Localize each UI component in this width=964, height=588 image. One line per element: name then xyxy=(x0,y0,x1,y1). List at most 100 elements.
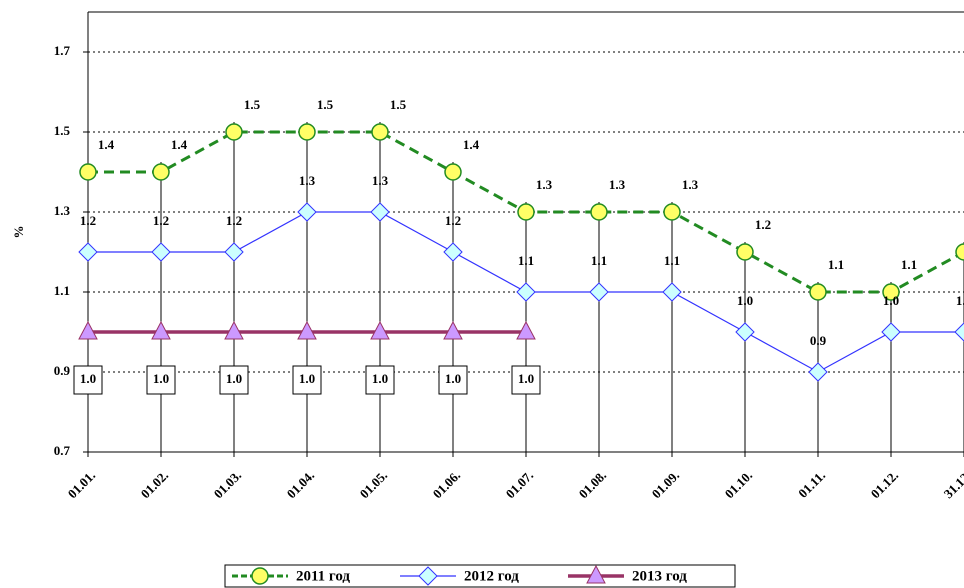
legend-label: 2011 год xyxy=(296,568,350,584)
data-label-box xyxy=(219,365,249,395)
data-label: 1.4 xyxy=(98,137,115,152)
marker xyxy=(586,564,606,584)
data-label: 1.3 xyxy=(372,173,389,188)
data-label: 1.0 xyxy=(299,371,315,386)
data-label: 1.3 xyxy=(299,173,316,188)
data-label: 1.3 xyxy=(682,177,699,192)
data-label-box xyxy=(146,365,176,395)
data-label: 1.1 xyxy=(591,253,607,268)
marker xyxy=(371,123,389,141)
marker xyxy=(516,320,536,340)
marker xyxy=(224,320,244,340)
data-label-box xyxy=(438,365,468,395)
x-tick-label: 01.02. xyxy=(138,468,172,502)
data-label: 1.0 xyxy=(956,293,964,308)
marker xyxy=(881,322,901,342)
legend-box xyxy=(224,564,736,588)
marker xyxy=(808,362,828,382)
marker xyxy=(444,163,462,181)
marker xyxy=(152,163,170,181)
y-tick-label: 1.5 xyxy=(54,123,71,138)
y-tick-label: 0.7 xyxy=(54,443,71,458)
data-label: 1.5 xyxy=(390,97,407,112)
data-label: 1.2 xyxy=(226,213,242,228)
marker xyxy=(297,320,317,340)
marker xyxy=(78,320,98,340)
data-label: 1.0 xyxy=(518,371,534,386)
marker xyxy=(443,320,463,340)
data-label: 1.2 xyxy=(80,213,96,228)
data-label: 1.1 xyxy=(901,257,917,272)
y-tick-label: 0.9 xyxy=(54,363,71,378)
data-label: 1.3 xyxy=(536,177,553,192)
marker xyxy=(151,320,171,340)
data-label-box xyxy=(73,365,103,395)
marker xyxy=(297,202,317,222)
marker xyxy=(443,242,463,262)
data-label: 0.9 xyxy=(810,333,827,348)
x-tick-label: 01.03. xyxy=(211,468,245,502)
x-tick-label: 01.07. xyxy=(503,468,537,502)
legend-label: 2013 год xyxy=(632,568,687,584)
marker xyxy=(589,282,609,302)
marker xyxy=(418,566,438,586)
marker xyxy=(662,282,682,302)
marker xyxy=(955,243,964,261)
data-label: 1.2 xyxy=(153,213,169,228)
data-label-box xyxy=(292,365,322,395)
marker xyxy=(151,242,171,262)
y-tick-label: 1.7 xyxy=(54,43,71,58)
data-label: 1.5 xyxy=(244,97,261,112)
marker xyxy=(225,123,243,141)
marker xyxy=(298,123,316,141)
data-label: 1.0 xyxy=(883,293,899,308)
data-label: 1.1 xyxy=(828,257,844,272)
marker xyxy=(735,322,755,342)
x-tick-label: 01.12. xyxy=(868,468,902,502)
data-label: 1.3 xyxy=(609,177,626,192)
data-label: 1.4 xyxy=(463,137,480,152)
x-tick-label: 01.04. xyxy=(284,468,318,502)
data-label: 1.0 xyxy=(445,371,461,386)
data-label: 1.0 xyxy=(80,371,96,386)
marker xyxy=(79,163,97,181)
data-label: 1.4 xyxy=(171,137,188,152)
data-label-box xyxy=(511,365,541,395)
data-label: 1.0 xyxy=(737,293,753,308)
x-tick-label: 01.06. xyxy=(430,468,464,502)
marker xyxy=(78,242,98,262)
legend-label: 2012 год xyxy=(464,568,519,584)
data-label: 1.2 xyxy=(755,217,771,232)
x-tick-label: 01.10. xyxy=(722,468,756,502)
marker xyxy=(736,243,754,261)
marker xyxy=(663,203,681,221)
data-label: 1.2 xyxy=(445,213,461,228)
marker xyxy=(882,283,900,301)
marker xyxy=(370,320,390,340)
marker xyxy=(954,322,964,342)
x-tick-label: 01.05. xyxy=(357,468,391,502)
x-tick-label: 01.11. xyxy=(795,468,828,501)
marker xyxy=(809,283,827,301)
data-label: 1.1 xyxy=(518,253,534,268)
data-label: 1.0 xyxy=(226,371,242,386)
x-tick-label: 01.01. xyxy=(65,468,99,502)
data-label: 1.1 xyxy=(664,253,680,268)
data-label: 1.5 xyxy=(317,97,334,112)
marker xyxy=(516,282,536,302)
marker xyxy=(251,567,269,585)
marker xyxy=(517,203,535,221)
data-label-box xyxy=(365,365,395,395)
data-label: 1.0 xyxy=(372,371,388,386)
y-tick-label: 1.3 xyxy=(54,203,71,218)
y-tick-label: 1.1 xyxy=(54,283,70,298)
marker xyxy=(370,202,390,222)
marker xyxy=(590,203,608,221)
x-tick-label: 01.08. xyxy=(576,468,610,502)
x-tick-label: 31.12. xyxy=(941,468,964,502)
data-label: 1.0 xyxy=(153,371,169,386)
y-axis-label: % xyxy=(11,226,26,239)
x-tick-label: 01.09. xyxy=(649,468,683,502)
marker xyxy=(224,242,244,262)
